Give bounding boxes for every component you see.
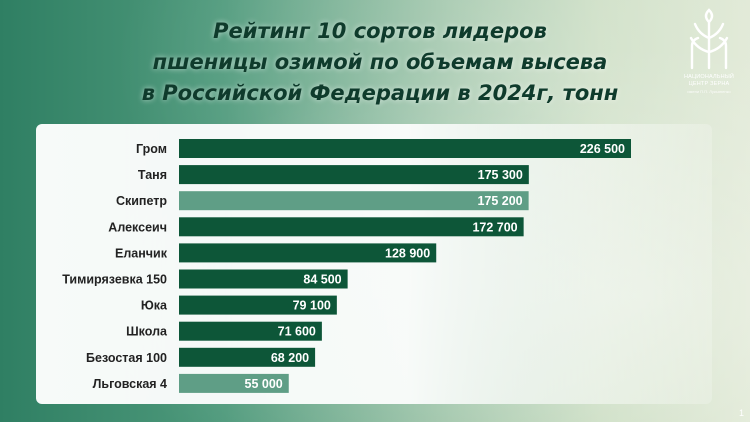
logo: НАЦИОНАЛЬНЫЙ ЦЕНТР ЗЕРНА имени П.П. Лукь…	[678, 8, 740, 98]
value-label: 79 100	[293, 299, 331, 313]
bar-chart: Гром 226 500 Таня 175 300 Скипетр 175 200 Алек…	[62, 139, 631, 393]
bar	[179, 295, 337, 315]
category-label: Алексеич	[108, 220, 167, 234]
title-line-1: Рейтинг 10 сортов лидеров	[213, 19, 547, 43]
category-label: Школа	[126, 325, 168, 339]
logo-text-line-2: ЦЕНТР ЗЕРНА	[688, 81, 730, 87]
category-label: Еланчик	[115, 246, 168, 260]
bar	[179, 347, 316, 367]
category-label: Гром	[136, 142, 167, 156]
value-label: 55 000	[245, 377, 283, 391]
page-number: 1	[738, 408, 744, 418]
slide-title: Рейтинг 10 сортов лидеров пшеницы озимой…	[110, 16, 650, 109]
title-line-2: пшеницы озимой по объемам высева	[152, 50, 608, 74]
wheat-logo-icon	[689, 8, 729, 70]
category-label: Тимирязевка 150	[62, 273, 167, 287]
category-label: Льговская 4	[93, 377, 167, 391]
category-label: Таня	[138, 168, 167, 182]
logo-text-line-1: НАЦИОНАЛЬНЫЙ	[683, 74, 735, 80]
value-label: 84 500	[303, 273, 341, 287]
value-label: 128 900	[385, 246, 430, 260]
category-label: Юка	[141, 299, 168, 313]
category-label: Безостая 100	[86, 351, 167, 365]
bar	[179, 321, 322, 341]
bar	[179, 191, 529, 211]
category-label: Скипетр	[116, 194, 167, 208]
bar	[179, 269, 348, 289]
value-label: 175 300	[478, 168, 523, 182]
bar	[179, 373, 289, 393]
bar	[179, 139, 631, 158]
value-label: 226 500	[580, 142, 625, 156]
bar	[179, 243, 437, 263]
logo-text-line-3: имени П.П. Лукьяненко	[687, 89, 731, 94]
value-label: 172 700	[472, 220, 517, 234]
bar	[179, 217, 524, 237]
value-label: 175 200	[477, 194, 522, 208]
value-label: 71 600	[278, 325, 316, 339]
title-line-3: в Российской Федерации в 2024г, тонн	[141, 81, 619, 105]
value-label: 68 200	[271, 351, 309, 365]
bar	[179, 165, 529, 185]
chart-panel: Гром 226 500 Таня 175 300 Скипетр 175 200 Алек…	[36, 124, 712, 404]
